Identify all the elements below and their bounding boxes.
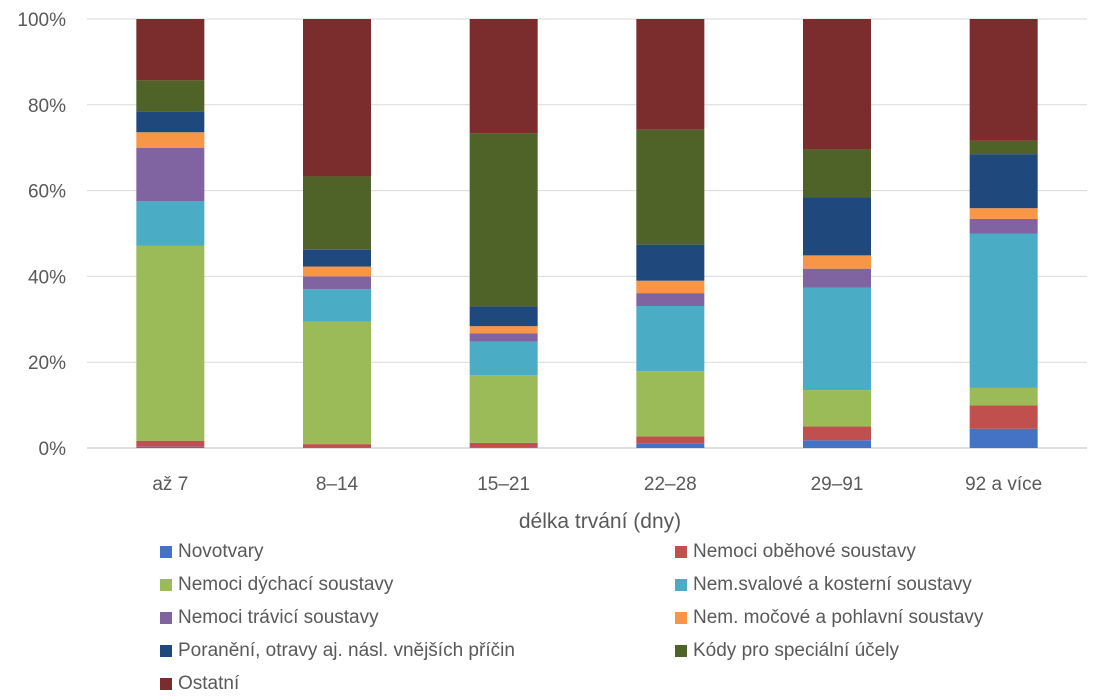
bar-segment [469, 133, 538, 307]
bar-segment [303, 19, 371, 177]
bar-segment [803, 149, 871, 198]
gridlines [87, 18, 1087, 449]
y-tick-label: 0% [39, 439, 67, 460]
legend-swatch [675, 611, 687, 624]
legend-swatch [675, 545, 687, 558]
bar-segment [303, 176, 371, 250]
bar-segment [469, 447, 538, 448]
bar-segment [136, 80, 205, 112]
bar-segment [636, 244, 705, 281]
legend-label: Nem. močové a pohlavní soustavy [693, 606, 984, 628]
legend-item: Kódy pro speciální účely [675, 637, 1040, 664]
bar-segment [136, 201, 205, 246]
legend-label: Nemoci oběhové soustavy [693, 540, 916, 562]
bar-segment [469, 306, 538, 327]
bar-segment [303, 321, 371, 445]
bar-segment [803, 287, 871, 391]
legend-label: Novotvary [178, 540, 264, 562]
bar-segment [969, 218, 1038, 234]
bar-segment [136, 440, 205, 447]
bar-segment [803, 268, 871, 288]
bar-segment [469, 442, 538, 448]
bar-segment [636, 280, 705, 294]
legend-swatch [160, 578, 172, 591]
legend-swatch [160, 545, 172, 558]
bar-segment [636, 371, 705, 437]
legend-item: Novotvary [160, 538, 675, 565]
bar-segment [803, 390, 871, 427]
legend-label: Ostatní [178, 672, 240, 694]
x-tick-label: 8–14 [316, 474, 359, 495]
bar-segment [803, 426, 871, 441]
legend-swatch [675, 578, 687, 591]
legend-item: Nemoci oběhové soustavy [675, 538, 1040, 565]
bar-segment [969, 140, 1038, 155]
bar-segment [636, 129, 705, 245]
legend-swatch [160, 644, 172, 657]
legend-swatch [160, 677, 172, 690]
legend: Novotvary Nemoci oběhové soustavy Nemoci d… [160, 538, 1040, 697]
bar-segment [969, 405, 1038, 429]
bar-segment [636, 443, 705, 448]
x-tick-label: 15–21 [477, 474, 530, 495]
legend-label: Kódy pro speciální účely [693, 639, 899, 661]
legend-item: Nemoci dýchací soustavy [160, 571, 675, 598]
x-axis-label: délka trvání (dny) [519, 510, 681, 533]
bar-segment [803, 197, 871, 256]
chart: 0% 20% 40% 60% 80% 100% až 7 8–14 15–21 22–28 29–… [17, 10, 1087, 533]
legend-item: Nem.svalové a kosterní soustavy [675, 571, 1040, 598]
legend-item: Nemoci trávicí soustavy [160, 604, 675, 631]
bar-segment [969, 154, 1038, 209]
bar-segment [303, 249, 371, 267]
legend-label: Nem.svalové a kosterní soustavy [693, 573, 972, 595]
bar-segment [969, 19, 1038, 141]
bar-segment [803, 255, 871, 269]
bar-segment [636, 306, 705, 372]
bar-segment [969, 387, 1038, 406]
bar-segment [469, 375, 538, 443]
bar-segment [969, 208, 1038, 219]
bar-segment [469, 19, 538, 134]
x-tick-label: 92 a více [965, 474, 1042, 495]
bar-segment [136, 111, 205, 133]
bar-segment [636, 436, 705, 444]
legend-swatch [160, 611, 172, 624]
bar-segment [469, 341, 538, 376]
legend-swatch [675, 644, 687, 657]
bar-segment [303, 276, 371, 290]
bar-segment [136, 147, 205, 202]
bar-segment [969, 428, 1038, 448]
y-tick-label: 20% [28, 353, 66, 374]
y-tick-label: 40% [28, 267, 66, 288]
bar-segment [303, 289, 371, 322]
bar-segment [136, 446, 205, 448]
bar-segment [136, 132, 205, 148]
x-tick-label: až 7 [152, 474, 188, 495]
y-tick-label: 80% [28, 96, 66, 117]
x-axis-ticks: až 7 8–14 15–21 22–28 29–91 92 a více [152, 474, 1042, 495]
legend-item: Ostatní [160, 670, 675, 697]
bar-segment [469, 326, 538, 334]
bar-segment [303, 444, 371, 448]
bar-segment [303, 266, 371, 277]
legend-label: Nemoci trávicí soustavy [178, 606, 379, 628]
bar-segment [469, 333, 538, 342]
legend-item: Nem. močové a pohlavní soustavy [675, 604, 1040, 631]
bar-segment [803, 440, 871, 448]
bar-segment [969, 233, 1038, 388]
legend-label: Nemoci dýchací soustavy [178, 573, 394, 595]
bar-segment [136, 245, 205, 441]
y-axis-ticks: 0% 20% 40% 60% 80% 100% [17, 10, 66, 460]
y-tick-label: 60% [28, 182, 66, 203]
bar-segment [636, 293, 705, 307]
y-tick-label: 100% [17, 10, 66, 31]
legend-item: Poranění, otravy aj. násl. vnějších příč… [160, 637, 675, 664]
bar-segment [136, 19, 205, 81]
bar-segment [803, 19, 871, 150]
legend-label: Poranění, otravy aj. násl. vnějších příč… [178, 639, 515, 661]
x-tick-label: 29–91 [811, 474, 864, 495]
bar-segment [636, 19, 705, 130]
x-tick-label: 22–28 [644, 474, 697, 495]
bars [136, 19, 1038, 448]
